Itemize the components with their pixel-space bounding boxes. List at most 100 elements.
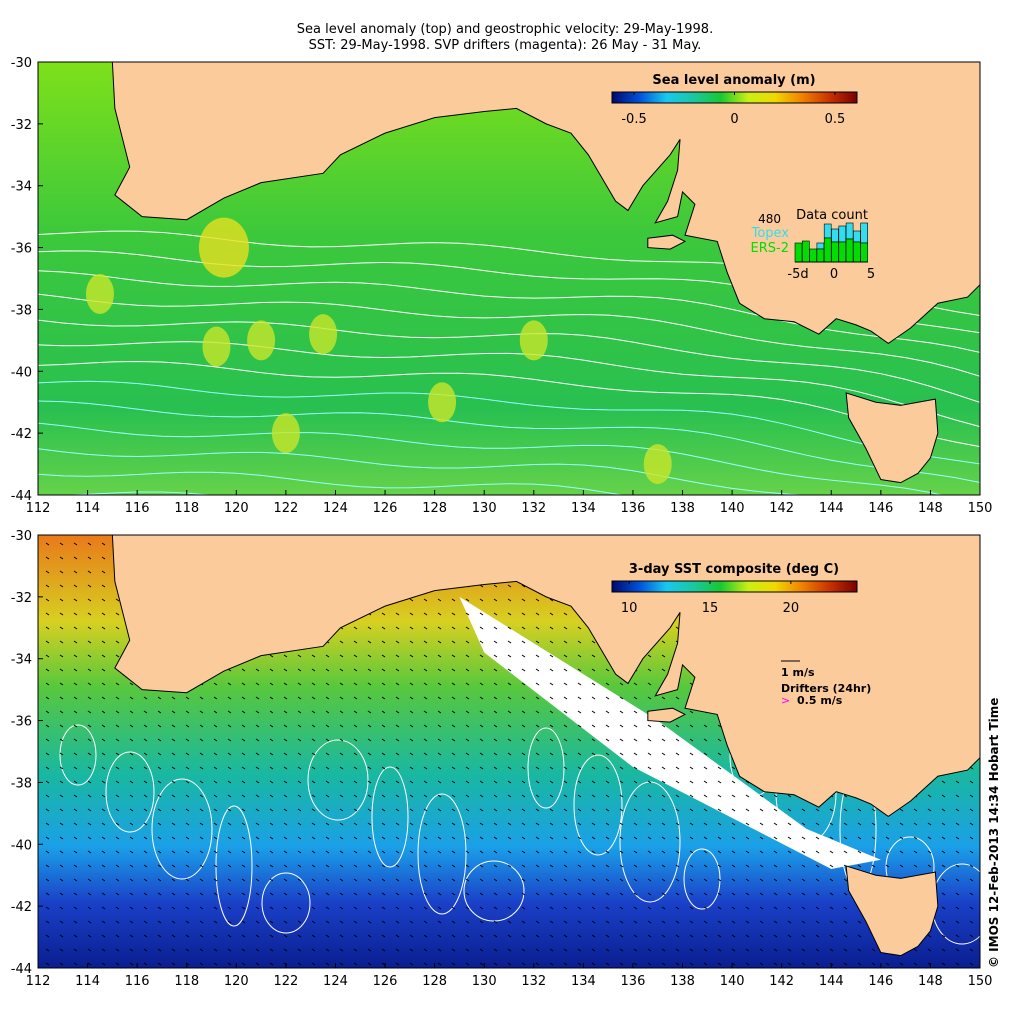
velocity-arrow	[269, 808, 274, 812]
velocity-arrow	[773, 948, 778, 952]
velocity-arrow	[717, 920, 722, 924]
velocity-arrow	[647, 738, 652, 742]
velocity-arrow	[185, 892, 190, 896]
lon-tick-label: 120	[224, 974, 249, 989]
velocity-arrow	[59, 934, 64, 938]
velocity-arrow	[115, 892, 120, 896]
velocity-arrow	[395, 906, 400, 910]
legend-ers2: ERS-2	[751, 241, 789, 256]
velocity-arrow	[297, 892, 302, 896]
velocity-arrow	[171, 836, 176, 840]
velocity-arrow	[185, 780, 190, 784]
velocity-arrow	[325, 682, 330, 686]
velocity-arrow	[367, 626, 372, 630]
velocity-arrow	[689, 878, 694, 882]
velocity-arrow	[619, 738, 624, 742]
velocity-arrow	[661, 878, 666, 882]
lat-tick-label: -44	[11, 489, 32, 504]
velocity-arrow	[381, 668, 386, 672]
lon-tick-label: 114	[75, 974, 100, 989]
velocity-arrow	[59, 542, 64, 546]
velocity-arrow	[311, 906, 316, 910]
velocity-arrow	[633, 766, 638, 770]
velocity-arrow	[171, 864, 176, 868]
drifters-label: Drifters (24hr)	[781, 682, 871, 695]
contours	[38, 217, 980, 495]
velocity-arrow	[395, 864, 400, 868]
velocity-arrow	[885, 836, 890, 840]
velocity-arrow	[423, 612, 428, 616]
velocity-arrow	[815, 878, 820, 882]
velocity-arrow	[493, 906, 498, 910]
velocity-arrow	[269, 962, 274, 966]
velocity-arrow	[899, 822, 904, 826]
velocity-arrow	[241, 934, 246, 938]
velocity-arrow	[87, 780, 92, 784]
velocity-arrow	[45, 920, 50, 924]
velocity-arrow	[619, 864, 624, 868]
velocity-arrow	[353, 696, 358, 700]
velocity-arrow	[689, 906, 694, 910]
velocity-arrow	[563, 878, 568, 882]
velocity-arrow	[759, 864, 764, 868]
velocity-arrow	[311, 654, 316, 658]
velocity-arrow	[843, 836, 848, 840]
lon-tick-label: 150	[968, 501, 993, 516]
velocity-arrow	[605, 766, 610, 770]
velocity-arrow	[59, 710, 64, 714]
velocity-arrow	[73, 962, 78, 966]
velocity-arrow	[661, 794, 666, 798]
velocity-arrow	[507, 878, 512, 882]
velocity-arrow	[451, 668, 456, 672]
velocity-arrow	[269, 906, 274, 910]
velocity-arrow	[395, 752, 400, 756]
velocity-arrow	[87, 696, 92, 700]
land-mainland	[38, 534, 981, 818]
velocity-arrow	[227, 920, 232, 924]
velocity-arrow	[367, 864, 372, 868]
velocity-arrow	[549, 836, 554, 840]
velocity-arrow	[367, 640, 372, 644]
velocity-arrow	[619, 766, 624, 770]
velocity-arrow	[689, 822, 694, 826]
velocity-arrow	[493, 850, 498, 854]
velocity-arrow	[87, 542, 92, 546]
velocity-arrow	[45, 654, 50, 658]
velocity-arrow	[703, 864, 708, 868]
velocity-arrow	[45, 696, 50, 700]
velocity-arrow	[241, 724, 246, 728]
velocity-arrow	[45, 892, 50, 896]
velocity-arrow	[437, 752, 442, 756]
velocity-arrow	[437, 710, 442, 714]
velocity-arrow	[451, 934, 456, 938]
lon-tick-label: 146	[868, 974, 893, 989]
velocity-arrow	[535, 738, 540, 742]
velocity-arrow	[101, 668, 106, 672]
velocity-arrow	[339, 794, 344, 798]
velocity-arrow	[563, 836, 568, 840]
velocity-arrow	[339, 850, 344, 854]
velocity-arrow	[255, 934, 260, 938]
velocity-arrow	[451, 752, 456, 756]
velocity-arrow	[759, 878, 764, 882]
velocity-arrow	[857, 864, 862, 868]
velocity-arrow	[325, 822, 330, 826]
velocity-arrow	[829, 906, 834, 910]
velocity-arrow	[143, 738, 148, 742]
velocity-arrow	[171, 906, 176, 910]
velocity-arrow	[87, 570, 92, 574]
velocity-arrow	[87, 836, 92, 840]
velocity-arrow	[395, 724, 400, 728]
velocity-arrow	[423, 696, 428, 700]
velocity-arrow	[759, 934, 764, 938]
velocity-arrow	[633, 906, 638, 910]
velocity-arrow	[731, 780, 736, 784]
velocity-arrow	[717, 878, 722, 882]
velocity-arrow	[717, 724, 722, 728]
velocity-arrow	[367, 654, 372, 658]
velocity-arrow	[255, 962, 260, 966]
velocity-arrow	[129, 892, 134, 896]
velocity-arrow	[493, 752, 498, 756]
velocity-arrow	[675, 794, 680, 798]
bar-topex	[845, 222, 854, 240]
